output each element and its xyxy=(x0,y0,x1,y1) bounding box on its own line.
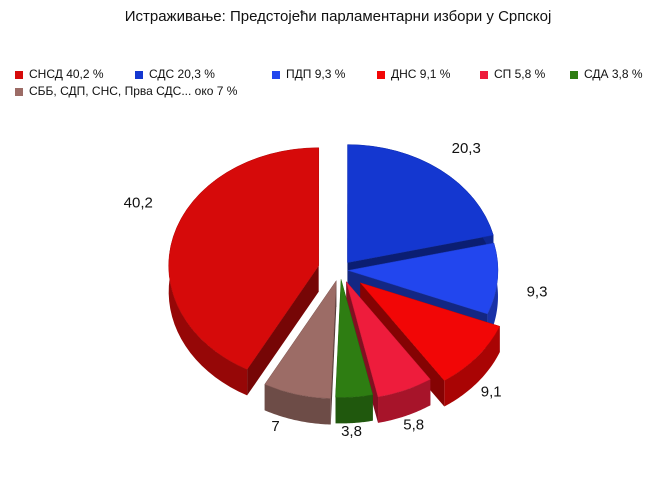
slice-wall xyxy=(335,394,373,424)
slice-side xyxy=(330,280,337,425)
legend-swatch xyxy=(570,71,578,79)
chart-title: Истраживање: Предстојећи парламентарни и… xyxy=(125,8,552,25)
slice-wall xyxy=(264,384,331,425)
pie-slice xyxy=(168,147,320,370)
legend-swatch xyxy=(377,71,385,79)
legend-label: СП 5,8 % xyxy=(494,67,546,81)
value-label: 40,2 xyxy=(124,195,153,212)
slice-wall xyxy=(444,326,500,407)
slice-side xyxy=(247,265,319,396)
value-label: 9,1 xyxy=(481,383,502,400)
legend-label: СДС 20,3 % xyxy=(149,67,215,81)
legend-label: ПДП 9,3 % xyxy=(286,67,346,81)
value-label: 7 xyxy=(271,418,279,435)
legend-swatch xyxy=(15,88,23,96)
pie-slice xyxy=(335,279,374,398)
legend-label: СНСД 40,2 % xyxy=(29,67,104,81)
legend-swatch xyxy=(480,71,488,79)
pie-slice xyxy=(264,279,337,399)
legend-label: СББ, СДП, СНС, Прва СДС... око 7 % xyxy=(29,84,238,98)
value-label: 20,3 xyxy=(452,140,481,157)
slice-wall xyxy=(378,379,431,423)
value-label: 5,8 xyxy=(403,417,424,434)
value-label: 9,3 xyxy=(527,283,548,300)
legend-swatch xyxy=(272,71,280,79)
pie-slice xyxy=(347,144,494,263)
pie-slice xyxy=(346,281,431,398)
pie-slice xyxy=(359,282,501,381)
legend-swatch xyxy=(135,71,143,79)
legend-label: ДНС 9,1 % xyxy=(391,67,451,81)
legend-swatch xyxy=(15,71,23,79)
pie-slice xyxy=(347,242,499,315)
slice-tops xyxy=(168,144,501,399)
value-label: 3,8 xyxy=(341,423,362,440)
legend-label: СДА 3,8 % xyxy=(584,67,643,81)
